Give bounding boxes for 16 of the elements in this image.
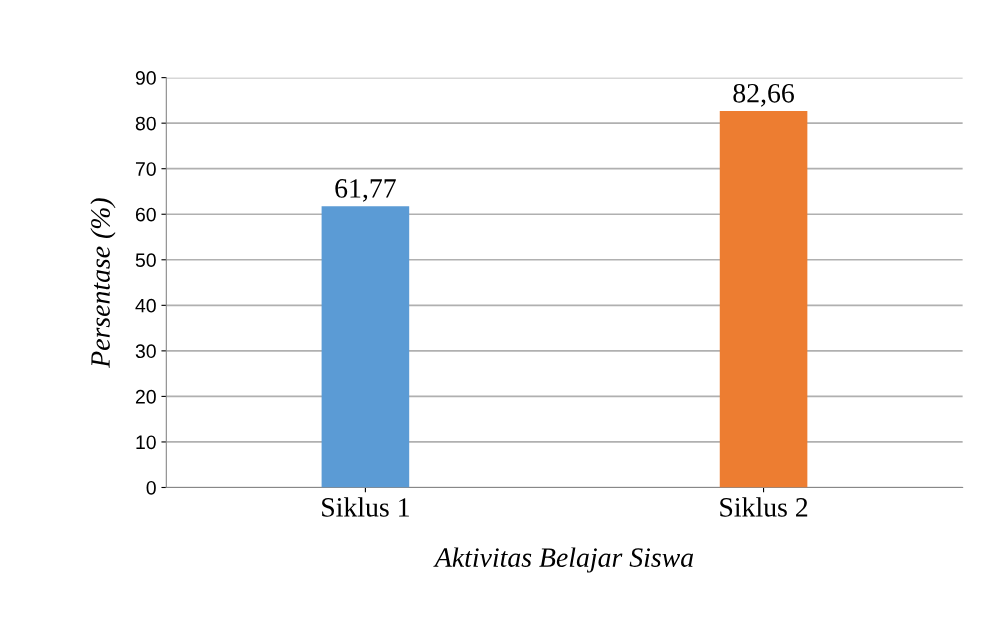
x-tick-label: Siklus 2 xyxy=(720,497,808,517)
y-tick-label: 80 xyxy=(135,116,156,131)
data-label: 61,77 xyxy=(335,179,396,202)
y-tick-label: 60 xyxy=(135,207,156,222)
y-tick-label: 50 xyxy=(135,253,156,268)
y-tick-label: 20 xyxy=(135,389,156,404)
y-tick-label: 10 xyxy=(136,435,156,450)
y-tick-label: 30 xyxy=(135,344,156,359)
y-tick-label: 0 xyxy=(146,480,156,495)
data-label: 82,66 xyxy=(733,83,794,107)
y-tick-label: 90 xyxy=(135,71,156,85)
y-tick-label: 40 xyxy=(135,298,156,313)
y-tick-label: 70 xyxy=(135,162,156,176)
y-axis-title: Persentase (%) xyxy=(90,198,116,368)
x-tick-label: Siklus 1 xyxy=(322,497,409,517)
x-axis-title: Aktivitas Belajar Siswa xyxy=(433,547,694,573)
